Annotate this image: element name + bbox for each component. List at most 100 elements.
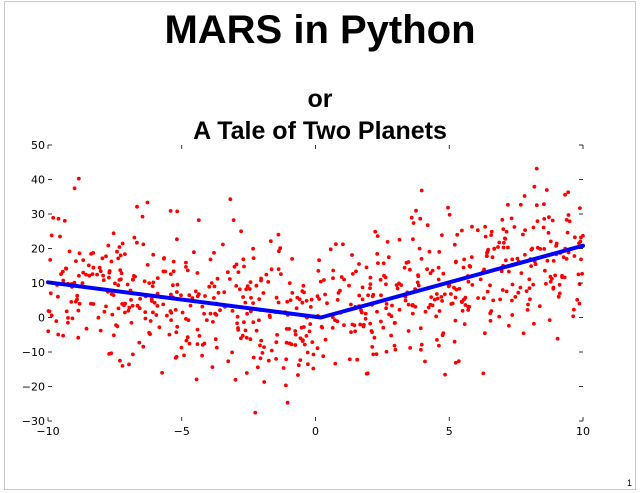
scatter-point: [254, 328, 259, 333]
scatter-point: [200, 353, 205, 358]
scatter-point: [432, 297, 437, 302]
scatter-point: [118, 253, 123, 258]
scatter-point: [76, 176, 81, 181]
scatter-point: [427, 249, 432, 254]
scatter-point: [89, 301, 93, 306]
scatter-point: [111, 231, 116, 236]
scatter-point: [239, 229, 244, 234]
scatter-point: [48, 291, 53, 296]
scatter-point: [119, 271, 124, 276]
scatter-point: [236, 326, 240, 330]
scatter-point: [526, 302, 530, 307]
scatter-point: [419, 347, 423, 352]
scatter-point: [104, 254, 108, 259]
scatter-point: [154, 313, 159, 317]
scatter-point: [258, 356, 263, 361]
scatter-point: [151, 310, 155, 315]
scatter-point: [116, 256, 121, 261]
scatter-point: [393, 347, 398, 352]
scatter-point: [547, 215, 551, 220]
scatter-point: [402, 265, 407, 270]
scatter-point: [481, 371, 486, 376]
scatter-point: [202, 311, 207, 316]
scatter-point: [90, 272, 95, 276]
scatter-point: [555, 336, 560, 341]
scatter-point: [75, 293, 80, 298]
scatter-point: [542, 202, 546, 207]
scatter-point: [489, 229, 494, 234]
scatter-point: [243, 328, 248, 333]
scatter-point: [148, 319, 153, 323]
scatter-point: [430, 303, 435, 308]
scatter-point: [534, 166, 539, 171]
scatter-point: [109, 259, 114, 264]
scatter-point: [213, 337, 218, 342]
scatter-point: [120, 241, 125, 246]
scatter-point: [532, 184, 537, 189]
scatter-point: [316, 269, 321, 273]
scatter-point: [184, 317, 188, 321]
scatter-point: [168, 309, 173, 314]
scatter-point: [368, 275, 373, 280]
scatter-point: [74, 259, 78, 263]
scatter-point: [460, 228, 464, 233]
scatter-point: [225, 270, 230, 275]
scatter-point: [440, 299, 444, 303]
scatter-point: [48, 258, 53, 262]
scatter-point: [489, 233, 493, 238]
scatter-point: [379, 293, 383, 298]
scatter-point: [347, 283, 351, 288]
scatter-point: [546, 231, 551, 235]
scatter-point: [485, 289, 490, 294]
scatter-point: [447, 212, 452, 217]
scatter-point: [301, 283, 306, 288]
scatter-point: [463, 303, 468, 307]
scatter-point: [504, 229, 509, 234]
scatter-point: [416, 274, 421, 279]
scatter-point: [212, 284, 217, 289]
scatter-point: [529, 247, 534, 252]
scatter-point: [197, 334, 202, 338]
scatter-point: [309, 297, 314, 302]
scatter-point: [222, 290, 227, 295]
scatter-point: [436, 265, 441, 270]
scatter-point: [130, 303, 135, 308]
scatter-point: [350, 272, 355, 276]
scatter-point: [277, 249, 281, 254]
scatter-point: [276, 300, 281, 305]
scatter-point: [254, 283, 259, 288]
scatter-point: [532, 321, 536, 326]
scatter-point: [423, 309, 428, 314]
scatter-point: [302, 342, 307, 347]
scatter-point: [504, 258, 508, 263]
scatter-point: [488, 318, 493, 323]
scatter-point: [557, 291, 562, 296]
scatter-point: [507, 269, 511, 274]
scatter-point: [46, 329, 51, 334]
scatter-point: [278, 246, 283, 251]
scatter-point: [323, 337, 328, 342]
scatter-point: [116, 283, 121, 288]
scatter-point: [162, 256, 166, 261]
scatter-point: [260, 351, 265, 355]
scatter-point: [135, 303, 140, 308]
scatter-point: [245, 311, 250, 316]
scatter-point: [358, 322, 363, 327]
scatter-point: [284, 383, 288, 388]
scatter-point: [459, 299, 464, 304]
scatter-point: [406, 260, 411, 264]
scatter-point: [453, 260, 458, 265]
scatter-point: [244, 335, 249, 340]
scatter-point: [389, 333, 393, 338]
scatter-point: [215, 276, 220, 281]
scatter-point: [542, 247, 547, 251]
scatter-point: [58, 234, 62, 239]
scatter-point: [210, 365, 215, 369]
scatter-point: [274, 295, 279, 300]
scatter-point: [143, 316, 148, 321]
scatter-point: [478, 277, 483, 282]
scatter-point: [257, 297, 262, 301]
scatter-point: [233, 377, 238, 382]
scatter-point: [363, 316, 368, 321]
scatter-point: [355, 357, 360, 362]
